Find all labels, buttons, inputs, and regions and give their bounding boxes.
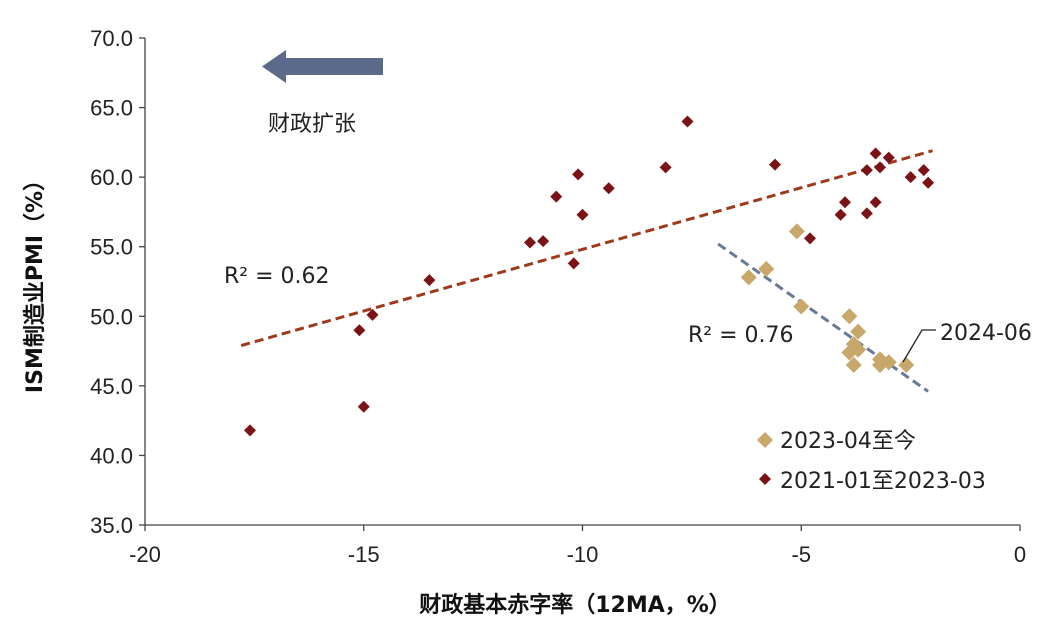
- y-tick-label: 45.0: [90, 374, 133, 399]
- r2-label-red: R² = 0.62: [224, 264, 330, 289]
- data-point-red: [839, 196, 851, 209]
- data-point-tan: [850, 341, 867, 358]
- data-point-red: [904, 171, 917, 184]
- data-point-tan: [850, 323, 867, 340]
- data-point-red: [244, 424, 256, 437]
- data-point-red: [681, 115, 694, 128]
- data-point-red: [860, 164, 873, 177]
- x-tick-label: -15: [348, 542, 380, 567]
- latest-point-label: 2024-06: [940, 321, 1032, 346]
- legend-marker-tan: [757, 432, 773, 448]
- data-point-red: [567, 257, 580, 270]
- x-tick-label: -5: [791, 542, 811, 567]
- data-point-red: [423, 274, 436, 287]
- y-tick-label: 55.0: [90, 235, 133, 260]
- data-point-red: [874, 161, 886, 174]
- y-tick-label: 65.0: [90, 96, 133, 121]
- latest-point-callout-line: [902, 329, 936, 363]
- data-point-red: [353, 324, 366, 337]
- data-point-red: [366, 308, 379, 321]
- x-tick-label: 0: [1014, 542, 1026, 567]
- data-point-tan: [845, 356, 862, 373]
- series-2023-04-to-now: [740, 223, 915, 373]
- r2-label-blue: R² = 0.76: [688, 323, 794, 348]
- data-point-tan: [793, 298, 810, 315]
- x-tick-label: -10: [567, 542, 599, 567]
- data-point-tan: [788, 223, 805, 240]
- data-point-red: [524, 236, 536, 249]
- left-arrow-icon: [262, 50, 383, 83]
- y-tick-label: 35.0: [90, 513, 133, 538]
- data-point-red: [576, 208, 589, 221]
- y-tick-label: 60.0: [90, 165, 133, 190]
- y-ticks: 35.0 40.0 45.0 50.0 55.0 60.0 65.0 70.0: [90, 26, 145, 538]
- y-tick-label: 40.0: [90, 443, 133, 468]
- y-tick-label: 50.0: [90, 304, 133, 329]
- data-point-red: [882, 151, 895, 164]
- data-point-tan: [740, 269, 757, 286]
- legend-label-tan: 2023-04至今: [780, 429, 916, 454]
- data-point-red: [869, 196, 882, 209]
- data-point-red: [769, 158, 781, 171]
- legend: 2023-04至今 2021-01至2023-03: [757, 429, 986, 494]
- data-point-red: [572, 168, 585, 181]
- series-2021-01-to-2023-03: [244, 115, 935, 437]
- data-point-red: [917, 164, 930, 177]
- x-axis-title: 财政基本赤字率（12MA，%）: [419, 592, 731, 618]
- y-tick-label: 70.0: [90, 26, 133, 51]
- trendline-red: [240, 149, 933, 347]
- data-point-tan: [898, 356, 915, 373]
- legend-marker-red: [759, 473, 771, 485]
- trendlines: [240, 149, 933, 393]
- x-tick-label: -20: [129, 542, 161, 567]
- data-point-red: [602, 182, 615, 195]
- x-ticks: -20 -15 -10 -5 0: [129, 525, 1026, 567]
- legend-label-red: 2021-01至2023-03: [780, 469, 986, 494]
- data-point-red: [869, 147, 882, 160]
- data-point-red: [834, 208, 847, 221]
- expansion-label: 财政扩张: [268, 112, 356, 137]
- data-point-tan: [758, 260, 775, 277]
- data-point-red: [357, 400, 370, 413]
- trendline-blue: [717, 242, 929, 393]
- data-point-tan: [841, 308, 858, 325]
- data-point-red: [860, 207, 873, 220]
- data-point-red: [922, 176, 935, 189]
- data-point-red: [550, 190, 563, 203]
- data-point-red: [537, 235, 550, 248]
- data-point-red: [804, 232, 816, 245]
- data-point-tan: [880, 354, 897, 371]
- data-point-red: [659, 161, 672, 174]
- y-axis-title: ISM制造业PMI（%）: [23, 169, 48, 393]
